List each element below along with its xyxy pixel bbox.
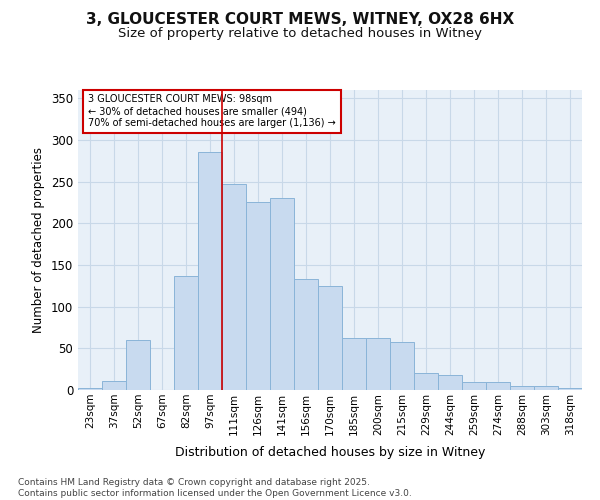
Bar: [439, 375, 461, 390]
Text: Contains HM Land Registry data © Crown copyright and database right 2025.
Contai: Contains HM Land Registry data © Crown c…: [18, 478, 412, 498]
Bar: [199, 152, 221, 390]
Bar: [367, 338, 389, 390]
Text: Size of property relative to detached houses in Witney: Size of property relative to detached ho…: [118, 28, 482, 40]
Bar: [415, 374, 437, 390]
Bar: [319, 286, 341, 390]
Bar: [79, 388, 101, 390]
Bar: [295, 279, 317, 390]
Bar: [559, 388, 581, 390]
Bar: [175, 276, 197, 390]
Bar: [103, 381, 125, 390]
Bar: [247, 202, 269, 390]
Bar: [343, 338, 365, 390]
Bar: [463, 382, 485, 390]
X-axis label: Distribution of detached houses by size in Witney: Distribution of detached houses by size …: [175, 446, 485, 459]
Bar: [511, 386, 533, 390]
Text: 3, GLOUCESTER COURT MEWS, WITNEY, OX28 6HX: 3, GLOUCESTER COURT MEWS, WITNEY, OX28 6…: [86, 12, 514, 28]
Bar: [127, 340, 149, 390]
Bar: [487, 382, 509, 390]
Y-axis label: Number of detached properties: Number of detached properties: [32, 147, 46, 333]
Text: 3 GLOUCESTER COURT MEWS: 98sqm
← 30% of detached houses are smaller (494)
70% of: 3 GLOUCESTER COURT MEWS: 98sqm ← 30% of …: [88, 94, 336, 128]
Bar: [535, 386, 557, 390]
Bar: [271, 198, 293, 390]
Bar: [391, 342, 413, 390]
Bar: [223, 184, 245, 390]
